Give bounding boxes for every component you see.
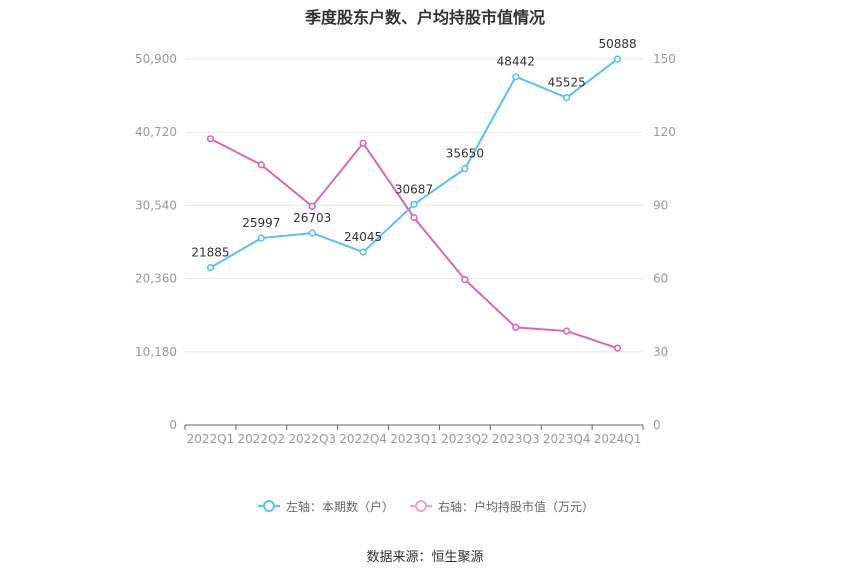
legend-item-right-axis[interactable]: 右轴：户均持股市值（万元）	[410, 497, 594, 515]
x-axis-tick-label: 2022Q3	[288, 432, 336, 446]
x-axis-tick-label: 2024Q1	[594, 432, 642, 446]
data-point-left	[410, 200, 418, 208]
data-point-left	[359, 248, 367, 256]
right-axis-tick-label: 0	[653, 418, 661, 432]
data-point-left	[257, 234, 265, 242]
data-point-right	[206, 135, 215, 143]
legend-label-right: 右轴：户均持股市值（万元）	[438, 499, 595, 514]
data-point-left	[308, 229, 316, 237]
data-point-right	[359, 139, 367, 147]
data-point-left	[206, 264, 215, 272]
data-point-right	[461, 275, 469, 284]
data-label: 24045	[344, 230, 382, 244]
x-axis-tick-label: 2022Q1	[187, 432, 235, 446]
data-point-right	[563, 327, 571, 335]
legend-item-left-axis[interactable]: 左轴：本期数（户）	[258, 497, 394, 515]
x-axis-tick-label: 2023Q4	[543, 432, 591, 446]
data-label: 30687	[395, 182, 433, 196]
series-line-left	[209, 58, 619, 269]
x-axis-tick-label: 2023Q1	[390, 432, 438, 446]
series-line-right	[209, 137, 618, 350]
data-label: 45525	[548, 76, 586, 90]
data-point-right	[308, 202, 316, 210]
source-note: 数据来源：恒生聚源	[366, 550, 484, 565]
left-axis-tick-label: 40,720	[135, 125, 177, 139]
legend-marker-left	[258, 500, 280, 512]
right-axis-tick-label: 60	[653, 272, 668, 286]
legend-label-left: 左轴：本期数（户）	[286, 499, 395, 514]
right-axis-tick-label: 30	[653, 345, 668, 359]
right-axis-tick-label: 120	[653, 125, 676, 139]
right-axis-tick-label: 150	[653, 52, 676, 66]
data-point-right	[613, 344, 622, 352]
data-label: 26703	[293, 211, 331, 225]
left-axis-tick-label: 10,180	[135, 345, 177, 359]
chart-title: 季度股东户数、户均持股市值情况	[304, 8, 545, 27]
legend-marker-right	[410, 500, 432, 512]
data-label: 21885	[191, 246, 229, 260]
left-axis-tick-label: 50,900	[135, 52, 177, 66]
data-label: 50888	[598, 37, 636, 51]
data-label: 48442	[497, 55, 535, 69]
right-axis-tick-label: 90	[653, 198, 668, 212]
left-axis-tick-label: 0	[169, 418, 177, 432]
data-label: 35650	[446, 147, 484, 161]
data-point-left	[512, 73, 520, 81]
x-axis-tick-label: 2022Q2	[238, 432, 286, 446]
data-point-right	[257, 161, 265, 169]
left-axis-tick-label: 30,540	[135, 198, 177, 212]
data-point-left	[613, 55, 622, 63]
left-axis-tick-label: 20,360	[135, 272, 177, 286]
data-point-left	[461, 165, 469, 173]
x-axis-tick-label: 2022Q4	[339, 432, 387, 446]
data-point-right	[410, 214, 418, 222]
data-label: 25997	[242, 216, 280, 230]
data-point-right	[512, 323, 520, 332]
data-point-left	[563, 94, 571, 102]
x-axis-tick-label: 2023Q2	[441, 432, 489, 446]
x-axis-tick-label: 2023Q3	[492, 432, 540, 446]
